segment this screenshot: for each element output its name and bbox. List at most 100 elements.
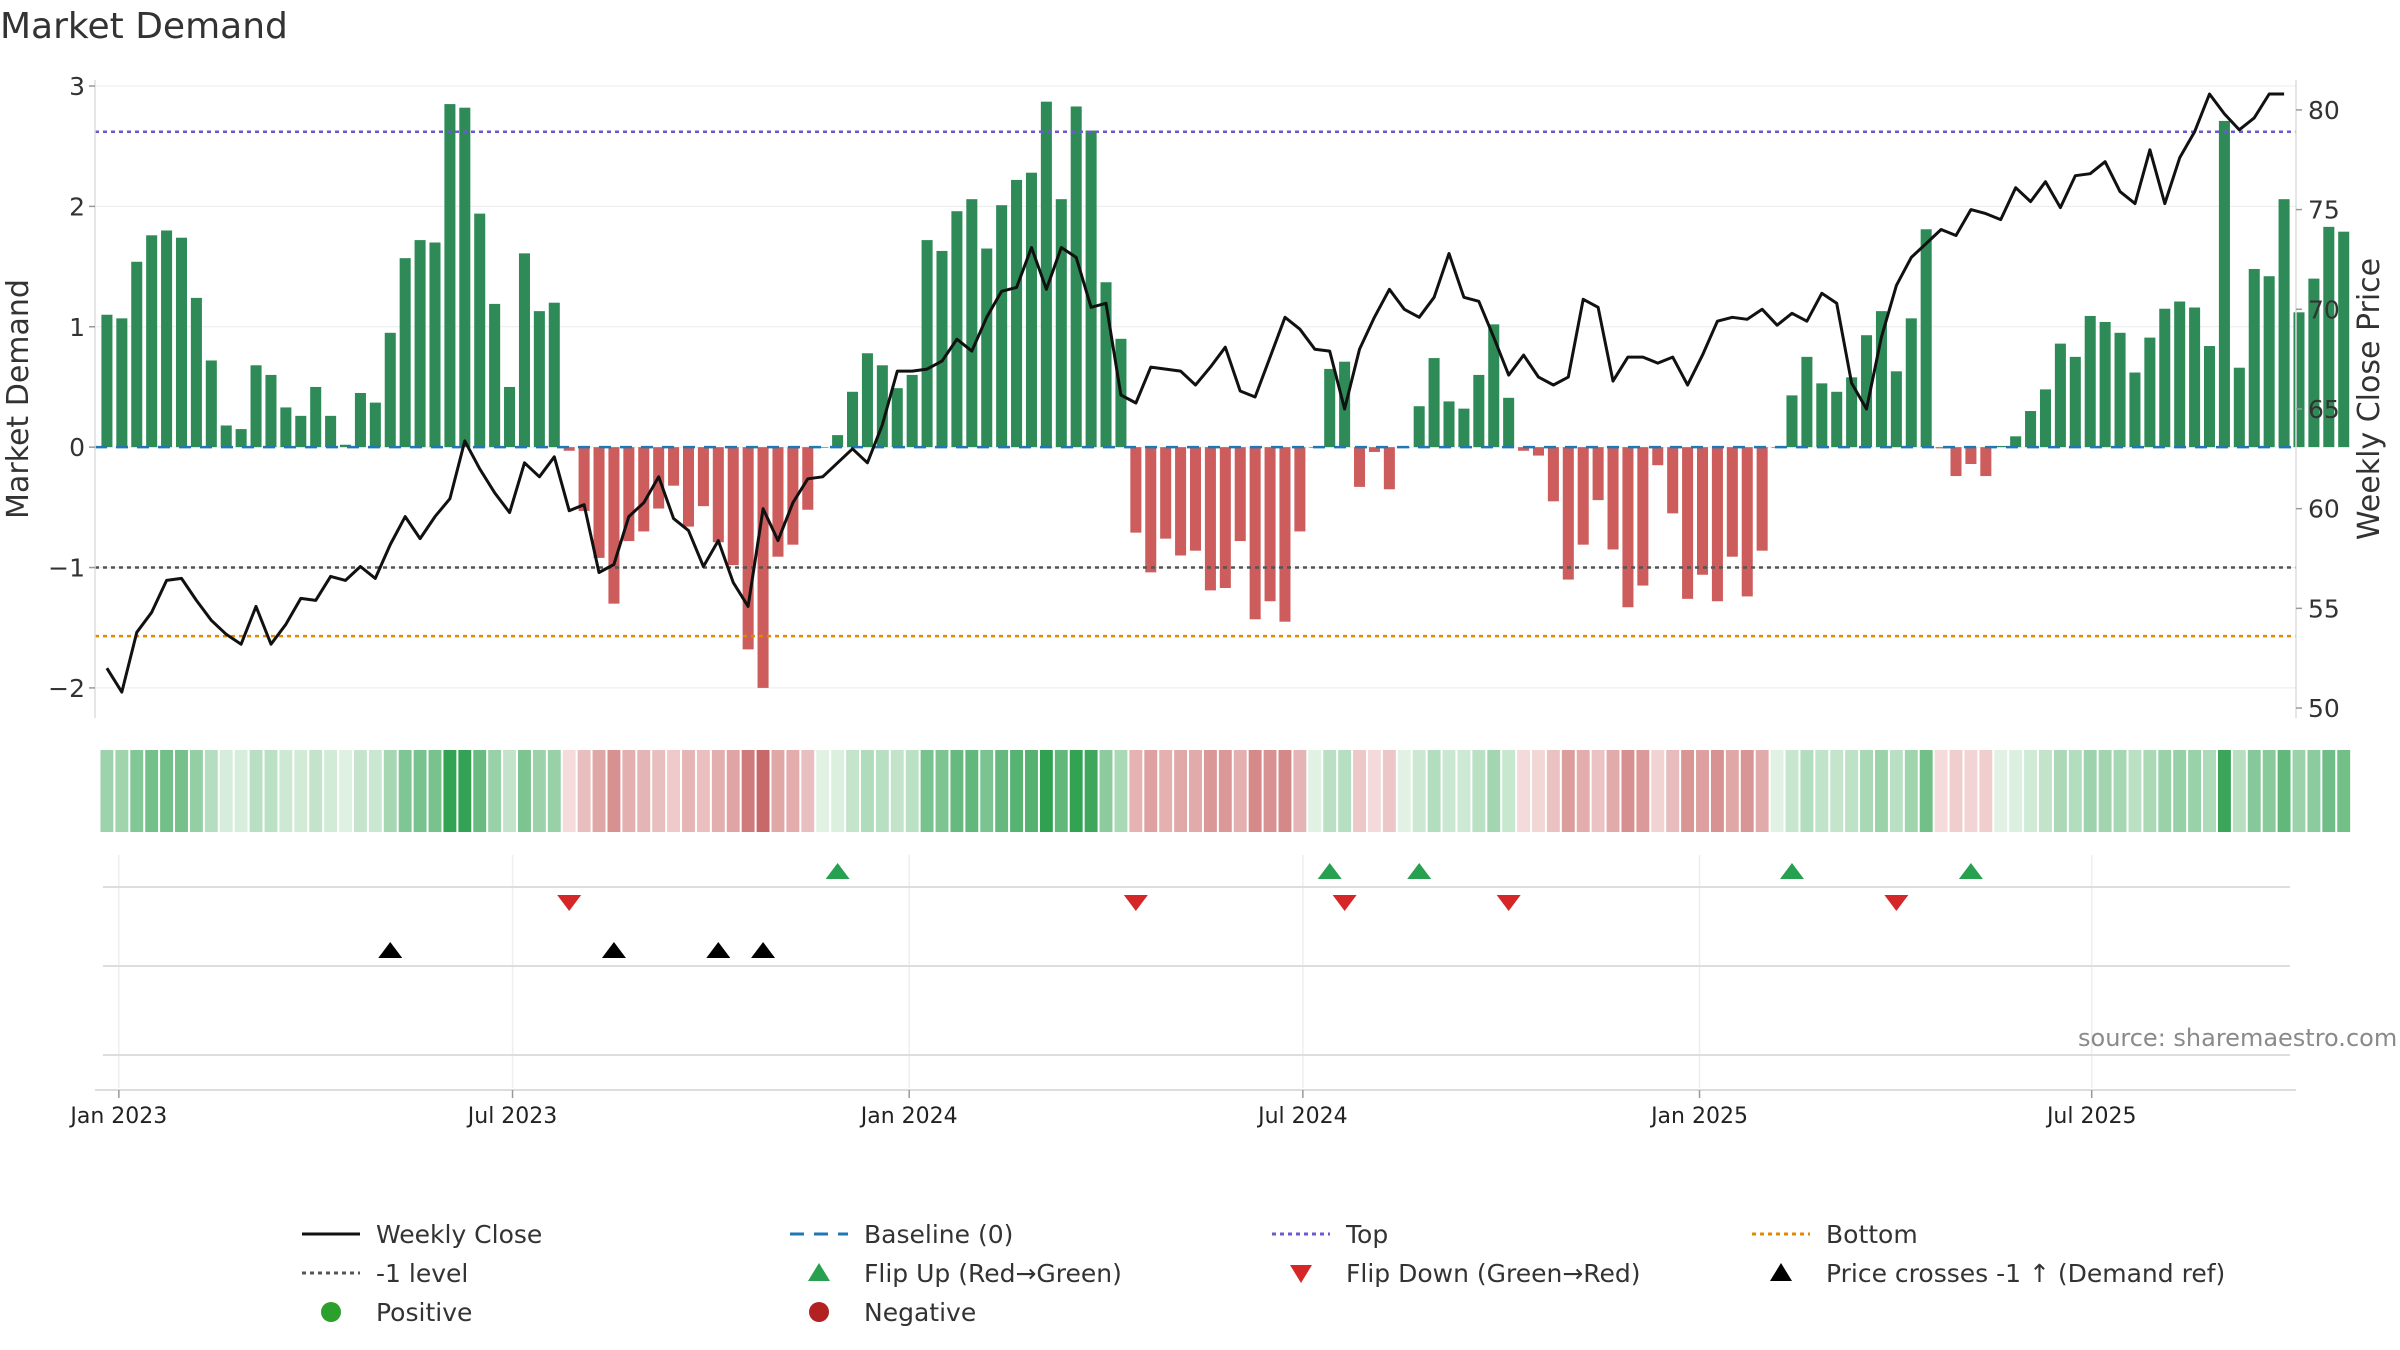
price-cross-marker	[601, 942, 626, 958]
color-strip-cell	[1681, 750, 1695, 832]
demand-bar-positive	[1875, 311, 1887, 448]
demand-bar-positive	[2248, 268, 2260, 448]
price-cross-marker	[751, 942, 776, 958]
legend-line-dotted-icon	[1270, 1219, 1332, 1249]
color-strip-cell	[592, 750, 606, 832]
triangle-up-icon	[1750, 1258, 1812, 1288]
legend-line-dashed-icon	[788, 1219, 850, 1249]
demand-bar-positive	[325, 415, 337, 448]
color-strip-cell	[458, 750, 472, 832]
demand-bar-negative	[623, 447, 635, 542]
color-strip-cell	[2158, 750, 2172, 832]
demand-bar-negative	[638, 447, 650, 532]
demand-bar-negative	[787, 447, 799, 545]
color-strip-cell	[130, 750, 144, 832]
color-strip-cell	[711, 750, 725, 832]
demand-bars	[101, 101, 2350, 688]
color-strip-cell	[2292, 750, 2306, 832]
demand-bar-positive	[161, 230, 173, 448]
demand-bar-negative	[772, 447, 784, 557]
demand-bar-positive	[1458, 408, 1470, 448]
color-strip-cell	[1367, 750, 1381, 832]
color-strip-cell	[1964, 750, 1978, 832]
color-strip-cell	[875, 750, 889, 832]
demand-bar-positive	[533, 311, 545, 448]
demand-bar-negative	[1667, 447, 1679, 514]
color-strip-cell	[1546, 750, 1560, 832]
color-strip-cell	[2143, 750, 2157, 832]
y2-tick-label: 65	[2308, 395, 2340, 424]
color-strip-cell	[1010, 750, 1024, 832]
color-strip-cell	[1636, 750, 1650, 832]
flip-up-marker	[1779, 863, 1804, 879]
demand-bar-positive	[429, 242, 441, 448]
x-tick-label: Jul 2023	[466, 1104, 558, 1129]
demand-bar-positive	[891, 388, 903, 448]
color-strip-cell	[413, 750, 427, 832]
color-strip-cell	[637, 750, 651, 832]
color-strip-cell	[846, 750, 859, 832]
color-strip-cell	[2098, 750, 2112, 832]
demand-bar-negative	[1145, 447, 1157, 573]
color-strip-cell	[2173, 750, 2187, 832]
color-strip-cell	[1770, 750, 1784, 832]
legend-item-minus1: -1 level	[300, 1254, 468, 1292]
demand-bar-positive	[2025, 411, 2037, 448]
color-strip-cell	[1502, 750, 1516, 832]
demand-bar-positive	[250, 365, 262, 448]
color-strip-cell	[1561, 750, 1575, 832]
demand-bar-positive	[2323, 226, 2335, 448]
demand-bar-negative	[1354, 447, 1366, 487]
color-strip-cell	[443, 750, 457, 832]
color-strip-cell	[1710, 750, 1724, 832]
demand-bar-positive	[1070, 106, 1082, 448]
color-strip-cell	[473, 750, 487, 832]
color-strip-cell	[115, 750, 129, 832]
demand-bar-negative	[682, 447, 695, 527]
color-strip-cell	[2337, 750, 2351, 832]
color-strip-cell	[1472, 750, 1486, 832]
legend-label: Baseline (0)	[864, 1219, 1014, 1249]
demand-bar-positive	[1816, 383, 1828, 448]
color-strip-cell	[503, 750, 517, 832]
demand-bar-positive	[354, 392, 366, 448]
demand-bar-positive	[981, 248, 993, 448]
demand-bar-positive	[2084, 315, 2096, 448]
demand-bar-negative	[1532, 447, 1544, 456]
color-strip-cell	[652, 750, 666, 832]
color-strip-cell	[324, 750, 338, 832]
demand-bar-positive	[518, 253, 530, 448]
demand-bar-positive	[2144, 337, 2156, 448]
legend-label: Positive	[376, 1297, 473, 1327]
demand-bar-negative	[1383, 447, 1395, 490]
color-strip-cell	[2277, 750, 2291, 832]
demand-bar-negative	[1219, 447, 1231, 588]
color-strip-cell	[428, 750, 442, 832]
flip-up-marker	[1407, 863, 1432, 879]
legend-label: Top	[1346, 1219, 1389, 1249]
color-strip-cell	[1517, 750, 1531, 832]
color-strip-cell	[1621, 750, 1635, 832]
flip-down-marker	[1884, 895, 1909, 911]
color-strip-cell	[905, 750, 919, 832]
color-strip-cell	[756, 750, 770, 832]
color-strip-cell	[2217, 750, 2231, 832]
color-strip-cell	[518, 750, 531, 832]
color-strip-cell	[1338, 750, 1352, 832]
y2-axis-title: Weekly Close Price	[2352, 258, 2387, 540]
demand-bar-positive	[548, 302, 560, 448]
legend-item-flip-up: Flip Up (Red→Green)	[788, 1254, 1122, 1292]
color-strip-cell	[577, 750, 591, 832]
color-strip-cell	[980, 750, 994, 832]
demand-bar-positive	[2099, 321, 2111, 448]
source-credit: source: sharemaestro.com	[2078, 1024, 2398, 1052]
color-strip-cell	[786, 750, 800, 832]
demand-bar-negative	[1637, 447, 1649, 586]
color-strip-cell	[1487, 750, 1501, 832]
legend: Weekly Close Baseline (0) Top Bottom -1 …	[300, 1215, 2250, 1335]
color-strip-cell	[1263, 750, 1277, 832]
color-strip-cell	[1994, 750, 2008, 832]
y2-tick-label: 55	[2308, 594, 2340, 623]
demand-bar-negative	[1711, 447, 1723, 602]
color-strip-cell	[2083, 750, 2097, 832]
